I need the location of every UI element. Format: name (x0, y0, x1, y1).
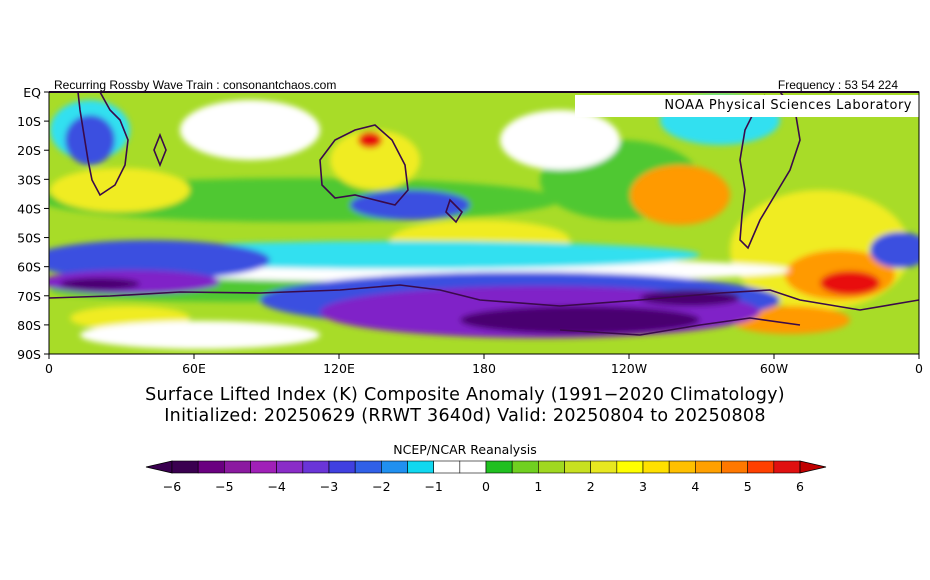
colorbar-swatch (459, 460, 487, 474)
lat-label: 40S (17, 201, 41, 216)
colorbar-tick-label: −5 (215, 479, 233, 494)
header-left-text: Recurring Rossby Wave Train : consonantc… (54, 78, 337, 92)
field-hot-core (820, 271, 880, 295)
colorbar-swatch (407, 460, 434, 474)
lat-label: 20S (17, 143, 41, 158)
colorbar-swatch (564, 460, 591, 474)
colorbar-tick-label: −1 (424, 479, 442, 494)
colorbar-swatch (354, 460, 382, 474)
colorbar-tick-label: 5 (744, 479, 752, 494)
longitude-labels: 0 60E 120E 180 120W 60W 0 (45, 354, 923, 376)
latitude-labels: EQ 10S 20S 30S 40S 50S 60S 70S 80S 90S (17, 85, 49, 362)
colorbar-tick-label: −4 (267, 479, 285, 494)
lat-label: EQ (23, 85, 41, 100)
colorbar-tick-label: 6 (796, 479, 804, 494)
field-white-indian (180, 100, 320, 160)
map-field (49, 92, 919, 354)
lat-label: 60S (17, 260, 41, 275)
colorbar-swatch (721, 460, 748, 474)
field-blue-south-ocean (49, 240, 270, 280)
colorbar-swatch (485, 460, 513, 474)
coast-antarctica (49, 284, 919, 311)
colorbar-swatch (276, 460, 304, 474)
lat-label: 70S (17, 289, 41, 304)
colorbar-tick-label: 2 (587, 479, 595, 494)
colorbar-swatch (590, 460, 618, 474)
colorbar-swatch (616, 460, 644, 474)
field-warm-southeast (730, 306, 850, 334)
field-white-pacific (500, 110, 620, 170)
title-line-1: Surface Lifted Index (K) Composite Anoma… (145, 385, 785, 405)
colorbar-tick-labels: −6 −5 −4 −3 −2 −1 0 1 2 3 4 5 6 (163, 479, 804, 494)
colorbar-swatch (224, 460, 251, 474)
lat-label: 80S (17, 318, 41, 333)
coast-madagascar (153, 132, 167, 168)
field-deep-south-ocean (60, 278, 140, 290)
coast-south-america (739, 92, 801, 250)
coast-africa (77, 92, 129, 197)
lat-label: 30S (17, 172, 41, 187)
field-white-southwest (80, 321, 320, 349)
coast-new-zealand (445, 198, 464, 224)
lon-label: 0 (45, 361, 53, 376)
colorbar-tick-label: 4 (691, 479, 699, 494)
colorbar-swatch (433, 460, 461, 474)
colorbar-swatch (381, 460, 408, 474)
colorbar-swatch (642, 460, 670, 474)
colorbar-swatch (747, 460, 775, 474)
colorbar-max-arrow (799, 460, 827, 474)
colorbar-swatch (695, 460, 722, 474)
lon-label: 60E (182, 361, 206, 376)
field-blue-south-australia (350, 190, 470, 220)
colorbar-tick-label: −3 (320, 479, 338, 494)
lon-label: 120E (323, 361, 355, 376)
colorbar-min-arrow (145, 460, 173, 474)
colorbar-swatch (668, 460, 696, 474)
header-right-text: Frequency : 53 54 224 (777, 78, 898, 92)
field-blue-west (65, 115, 115, 165)
colorbar-tick-label: −6 (163, 479, 181, 494)
field-hot-australia (358, 132, 382, 148)
field-deep-antarctic (460, 306, 700, 334)
credit-box (575, 95, 919, 117)
colorbar-swatch (302, 460, 330, 474)
colorbar (145, 460, 827, 474)
colorbar-tick-label: 0 (482, 479, 490, 494)
colorbar-title: NCEP/NCAR Reanalysis (393, 442, 537, 457)
colorbar-swatch (511, 460, 539, 474)
colorbar-tick-label: 3 (639, 479, 647, 494)
lon-label: 120W (611, 361, 647, 376)
colorbar-swatch (250, 460, 277, 474)
field-warm-east-pacific (630, 165, 730, 225)
title-line-2: Initialized: 20250629 (RRWT 3640d) Valid… (164, 406, 766, 426)
lat-label: 10S (17, 114, 41, 129)
lon-label: 60W (760, 361, 788, 376)
field-warm-australia (330, 130, 420, 190)
colorbar-tick-label: 1 (534, 479, 542, 494)
noaa-credit: NOAA Physical Sciences Laboratory (664, 98, 912, 113)
colorbar-swatch (171, 460, 199, 474)
field-blue-east (870, 232, 919, 268)
lon-label: 180 (472, 361, 496, 376)
lon-label: 0 (915, 361, 923, 376)
colorbar-swatch (538, 460, 565, 474)
field-warm-west (50, 168, 190, 212)
lat-label: 50S (17, 231, 41, 246)
coastlines (49, 92, 919, 336)
colorbar-tick-label: −2 (372, 479, 390, 494)
coast-antarctic-shelf (559, 317, 801, 336)
lat-label: 90S (17, 347, 41, 362)
colorbar-swatch (773, 460, 801, 474)
coast-australia (319, 124, 409, 206)
colorbar-swatch (328, 460, 356, 474)
colorbar-swatch (197, 460, 225, 474)
